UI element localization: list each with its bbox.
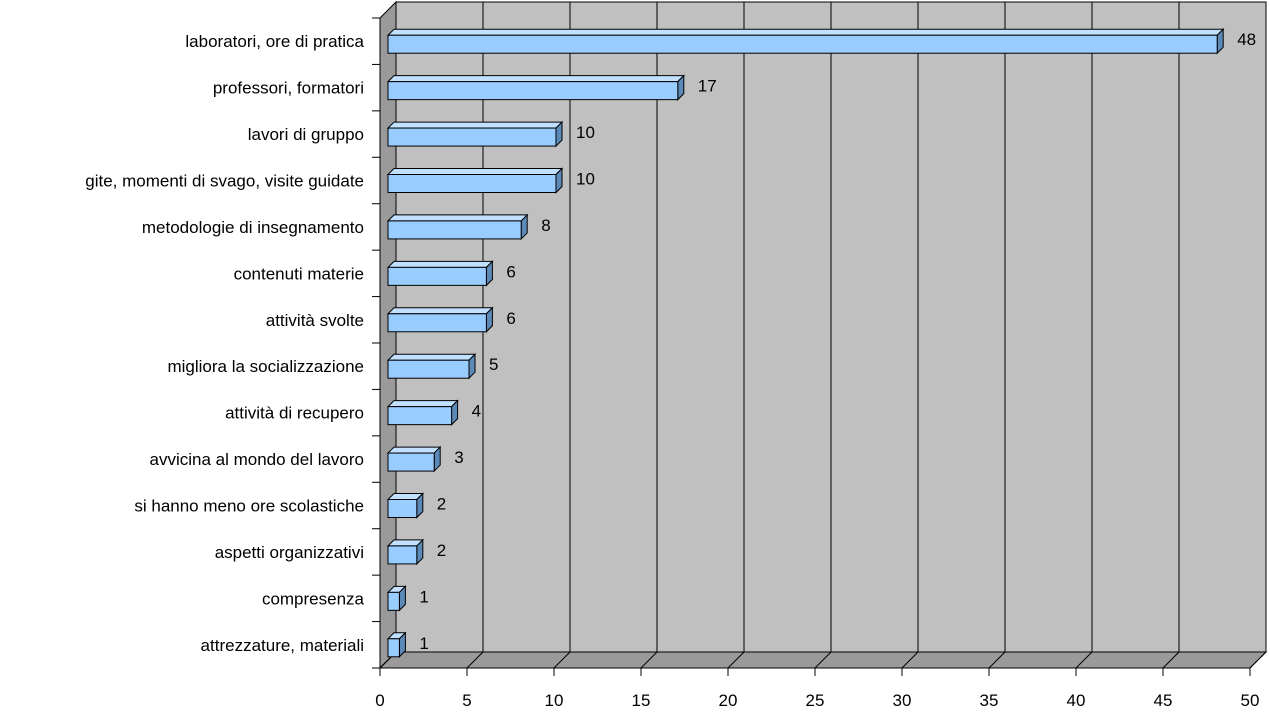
category-label: contenuti materie [234,264,364,283]
category-label: lavori di gruppo [248,125,364,144]
bar [386,306,494,333]
value-label: 48 [1237,30,1256,49]
bar-top-face [386,28,1225,36]
value-label: 1 [419,634,428,653]
floor-gridline [553,651,571,669]
category-label: professori, formatori [213,79,364,98]
value-label: 1 [419,587,428,606]
x-tick-label: 30 [893,691,912,710]
x-tick-label: 10 [545,691,564,710]
category-label: compresenza [262,589,365,608]
x-tick-label: 50 [1241,691,1260,710]
gridlines [379,2,1267,669]
plot-back-wall [378,0,1268,670]
floor-gridline [1075,651,1093,669]
floor-gridline [640,651,658,669]
axes [372,17,1251,676]
bars [386,28,1225,658]
bar [386,492,425,519]
value-label: 5 [489,355,498,374]
bar-top-face [386,121,564,129]
bar-top-face [386,400,459,408]
value-label: 6 [506,309,515,328]
bar [386,167,564,194]
bar-top-face [386,75,686,83]
bar-top-face [386,214,529,222]
category-label: metodologie di insegnamento [142,218,364,237]
bar [386,585,407,612]
category-label: aspetti organizzativi [215,543,364,562]
bar-front-face [387,452,435,472]
bar-front-face [387,591,400,611]
x-tick-label: 15 [632,691,651,710]
bar-front-face [387,359,470,379]
x-tick-label: 35 [980,691,999,710]
value-label: 17 [698,77,717,96]
category-label: gite, momenti di svago, visite guidate [85,172,364,191]
bar-top-face [386,260,494,268]
value-label: 10 [576,123,595,142]
value-label: 6 [506,262,515,281]
bar-front-face [387,313,487,333]
bar-top-face [386,168,564,175]
x-tick-label: 20 [719,691,738,710]
floor-gridline [1162,651,1180,669]
bar-front-face [387,638,400,658]
bar-front-face [387,220,522,240]
category-label: migliora la socializzazione [167,357,364,376]
category-label: si hanno meno ore scolastiche [134,497,364,516]
bar-front-face [387,127,557,147]
bar [386,260,494,287]
floor-gridline [988,651,1006,669]
bar-front-face [387,34,1218,54]
value-label: 2 [437,541,446,560]
bar-front-face [387,266,487,286]
bar [386,353,477,380]
category-labels: laboratori, ore di pratica professori, fo… [85,32,364,655]
bar [386,399,459,426]
bar [386,445,442,473]
floor-gridline [727,651,745,669]
side-wall [379,0,397,670]
value-labels: 48 17 10 10 8 6 6 5 4 3 2 2 1 1 [419,30,1256,653]
value-label: 2 [437,495,446,514]
value-label: 8 [541,216,550,235]
floor-gridline [901,651,919,669]
x-tick-label: 0 [375,691,384,710]
value-label: 3 [454,448,463,467]
bar [386,28,1225,55]
bar-front-face [387,545,418,565]
bar [386,631,407,658]
category-label: avvicina al mondo del lavoro [149,450,364,469]
bar-top-face [386,446,442,454]
bar-front-face [387,174,557,193]
value-label: 4 [472,402,481,421]
category-label: attrezzature, materiali [201,636,364,655]
x-tick-label: 45 [1154,691,1173,710]
x-tick-label: 40 [1067,691,1086,710]
bar-front-face [387,81,679,101]
x-tick-label: 5 [462,691,471,710]
bar [386,74,686,101]
bar-top-face [386,307,494,315]
value-label: 10 [576,170,595,189]
x-tick-label: 25 [806,691,825,710]
bar [386,538,425,566]
bar-top-face [386,353,477,361]
category-label: attività di recupero [225,404,364,423]
floor-gridline [466,651,484,669]
category-label: attività svolte [266,311,364,330]
floor-gridline [1249,651,1267,669]
bar-front-face [387,406,453,426]
bar [386,213,529,241]
x-tick-labels: 0 5 10 15 20 25 30 35 40 45 50 [375,691,1259,710]
bar [386,120,564,148]
bar-front-face [387,499,418,518]
floor-gridline [814,651,832,669]
category-label: laboratori, ore di pratica [185,32,364,51]
